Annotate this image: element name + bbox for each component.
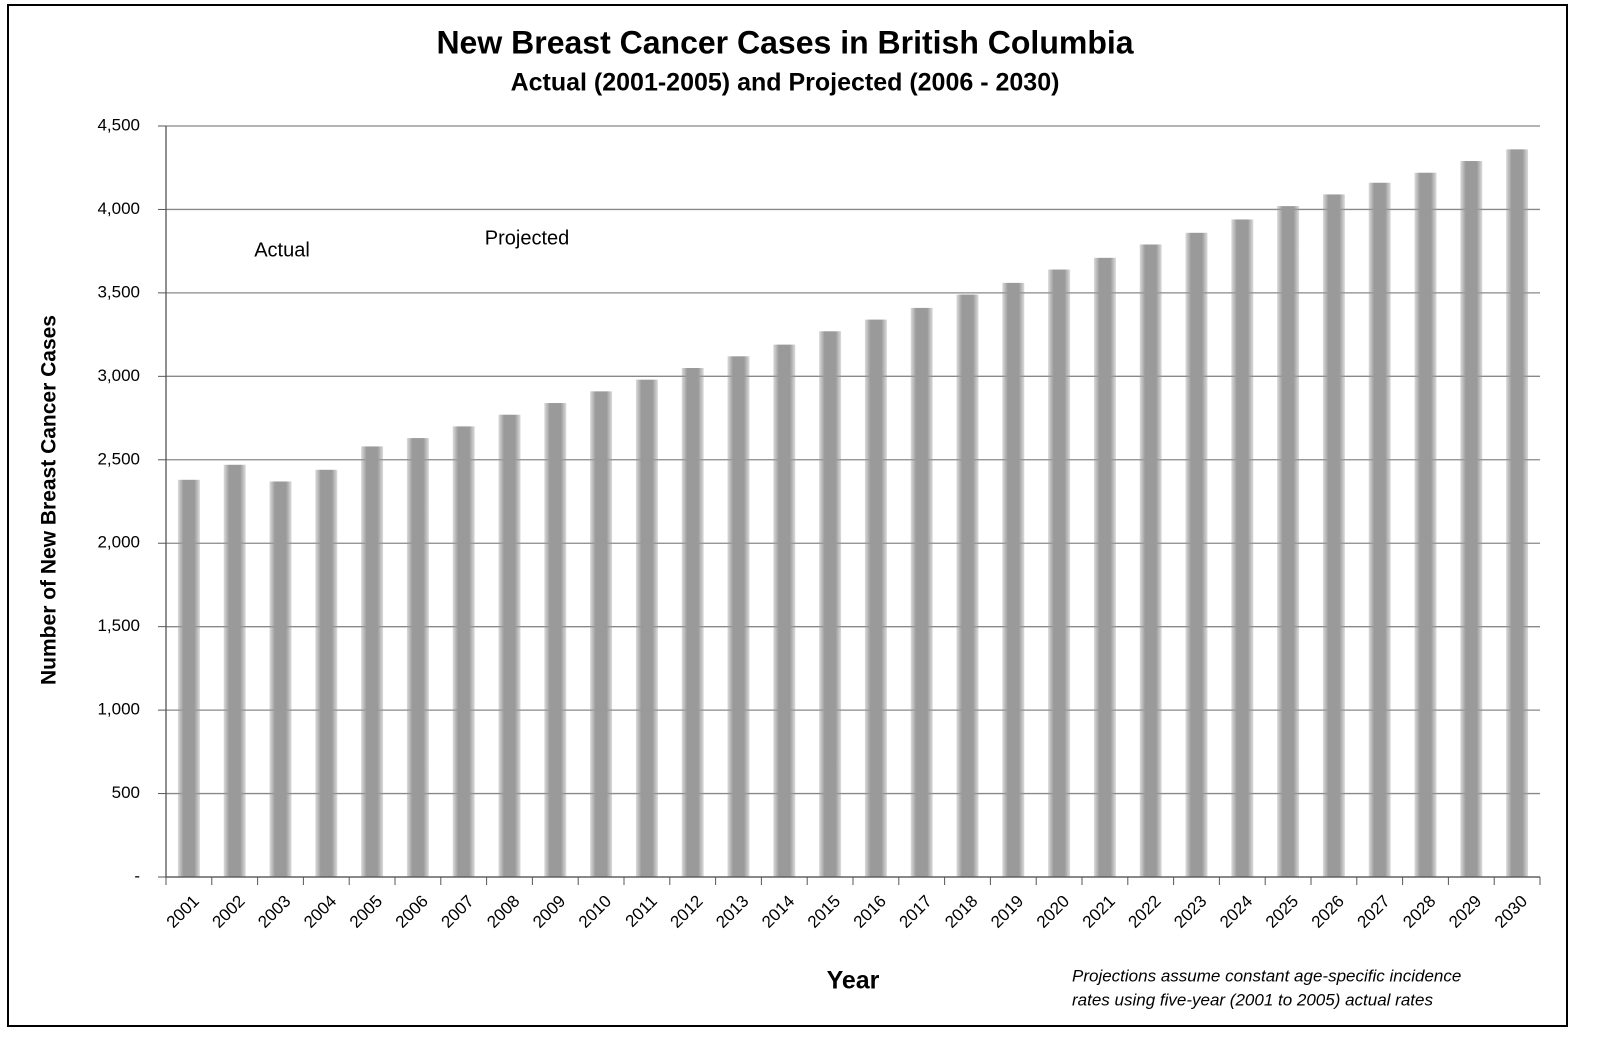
bar [269,481,292,877]
bar [1093,257,1116,877]
bar [223,464,246,877]
y-tick-label: - [134,866,140,885]
footnote: rates using five-year (2001 to 2005) act… [1072,990,1433,1009]
y-axis-title: Number of New Breast Cancer Cases [38,315,61,685]
y-tick-label: 4,000 [97,199,140,218]
annotation: Projected [485,227,570,249]
bar [315,469,338,877]
bar [1277,206,1300,877]
bar [727,356,750,878]
bar [498,414,521,877]
bar [956,294,979,878]
chart-title: New Breast Cancer Cases in British Colum… [436,24,1133,60]
bar [773,344,796,877]
bar [910,307,933,877]
bar [544,403,567,877]
annotation: Actual [254,239,310,261]
bar [635,379,658,877]
bar [1139,244,1162,878]
bar [1506,149,1529,877]
y-tick-label: 1,000 [97,700,140,719]
bar [1185,232,1208,877]
y-tick-label: 1,500 [97,616,140,635]
y-tick-label: 3,000 [97,366,140,385]
bar [361,446,384,877]
bar [681,367,704,877]
y-tick-label: 500 [112,783,140,802]
bar [1414,172,1437,877]
bar [1368,182,1391,878]
bar [406,438,429,877]
y-tick-label: 2,000 [97,533,140,552]
y-tick-label: 3,500 [97,282,140,301]
footnote: Projections assume constant age-specific… [1072,966,1461,985]
bar [819,331,842,878]
bar [1231,219,1254,878]
bar [452,426,475,877]
chart-subtitle: Actual (2001-2005) and Projected (2006 -… [511,69,1060,97]
y-tick-label: 4,500 [97,115,140,134]
bar [1002,282,1025,877]
x-axis-title: Year [827,967,880,995]
bar [1460,161,1483,878]
y-tick-label: 2,500 [97,449,140,468]
bar [590,391,613,877]
bar [177,479,200,877]
bar [864,319,887,877]
bar [1322,194,1345,877]
bar [1048,269,1071,878]
